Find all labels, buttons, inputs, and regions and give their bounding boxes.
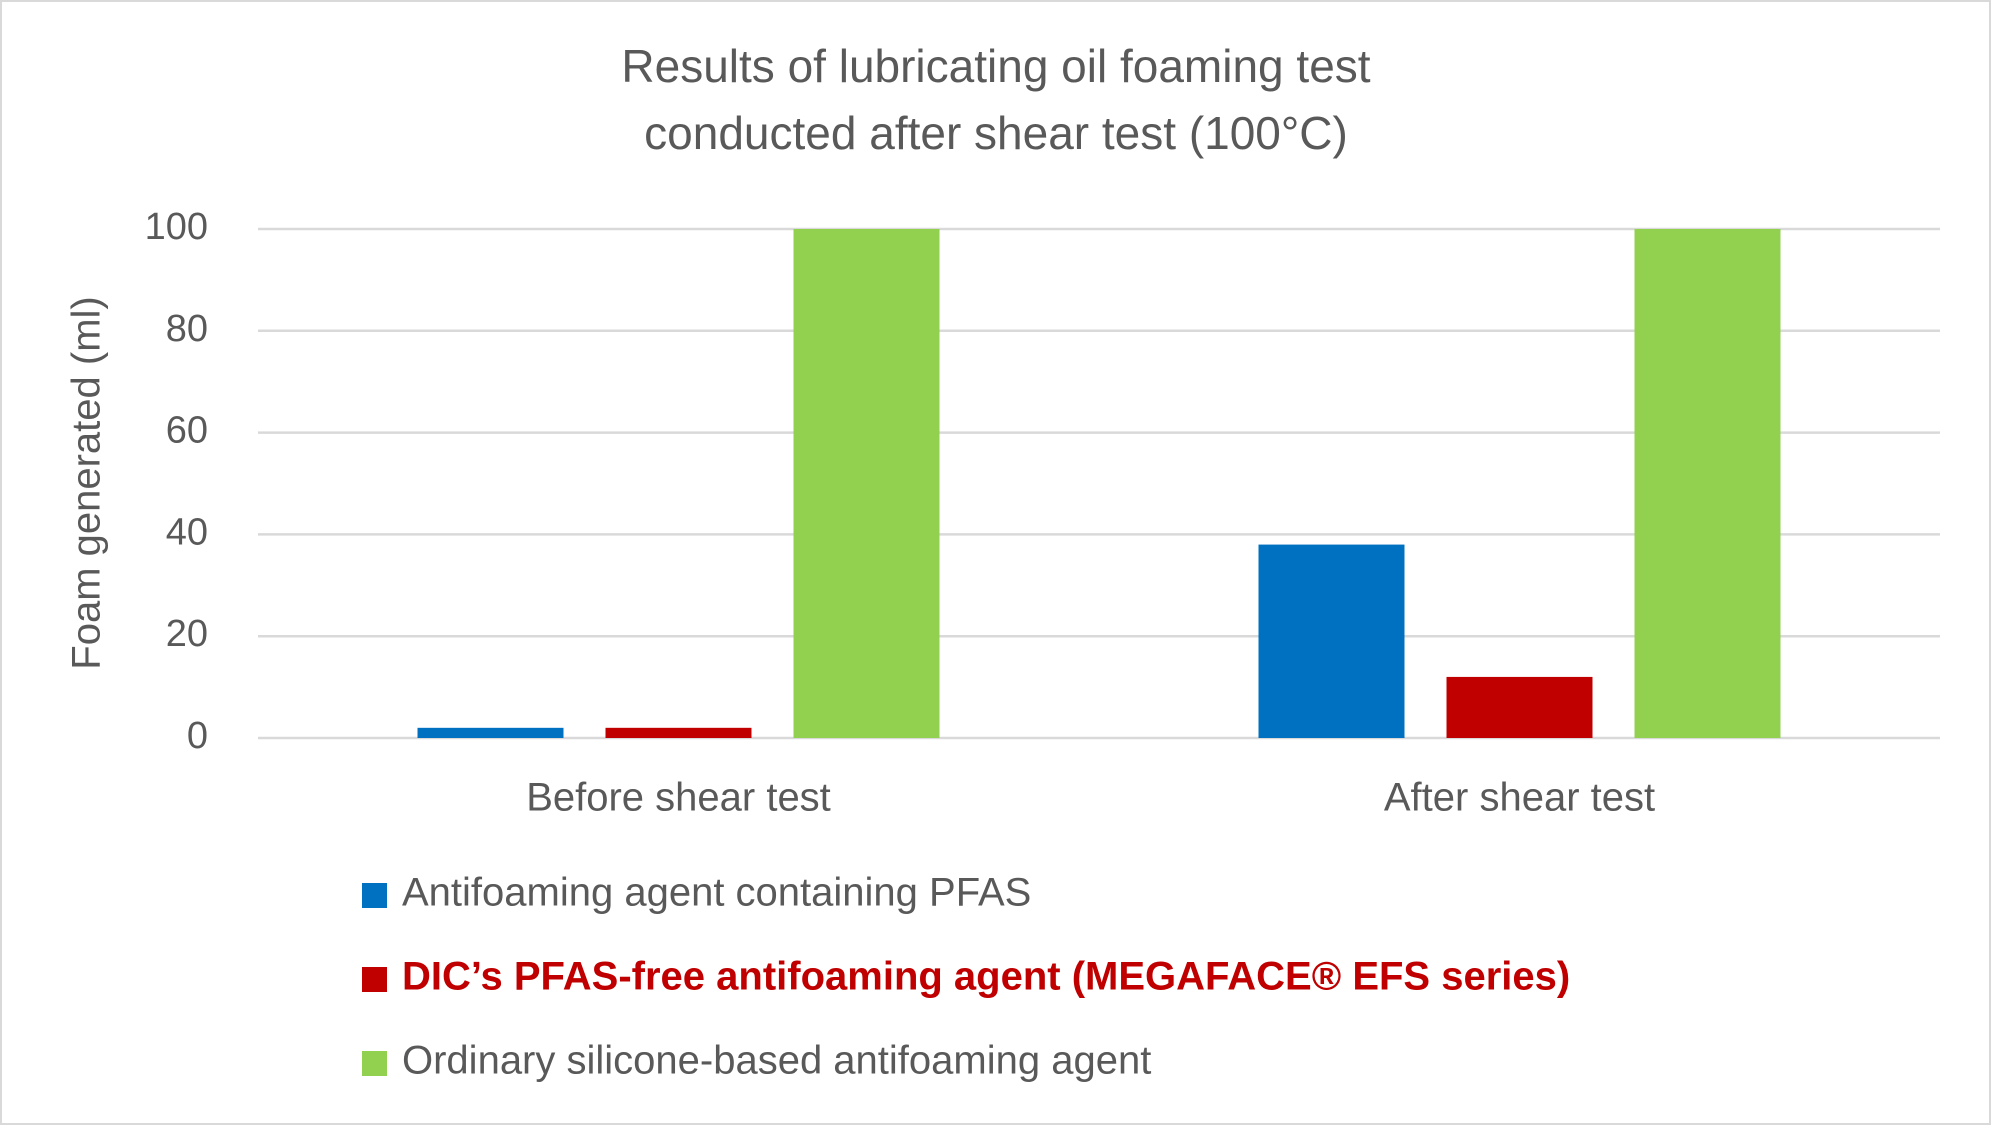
bar: [1258, 544, 1405, 738]
chart-title: Results of lubricating oil foaming test: [621, 40, 1370, 92]
bar: [605, 727, 752, 738]
legend-swatch: [362, 967, 387, 992]
y-tick-label: 40: [166, 511, 208, 553]
legend-label: Antifoaming agent containing PFAS: [402, 871, 1031, 915]
y-tick-label: 100: [145, 206, 208, 248]
bar: [1634, 229, 1781, 738]
legend-swatch: [362, 1051, 387, 1076]
y-tick-label: 80: [166, 308, 208, 350]
y-tick-label: 0: [187, 715, 208, 757]
x-tick-label: Before shear test: [526, 776, 831, 820]
y-tick-label: 60: [166, 410, 208, 452]
bar: [417, 727, 564, 738]
y-axis-title: Foam generated (ml): [65, 296, 109, 669]
bar: [793, 229, 940, 738]
legend-swatch: [362, 883, 387, 908]
x-tick-label: After shear test: [1384, 776, 1655, 820]
chart-title: conducted after shear test (100°C): [644, 107, 1348, 159]
legend-label: Ordinary silicone-based antifoaming agen…: [402, 1039, 1151, 1083]
legend-label: DIC’s PFAS-free antifoaming agent (MEGAF…: [402, 955, 1570, 999]
bar: [1446, 676, 1593, 738]
y-tick-label: 20: [166, 613, 208, 655]
